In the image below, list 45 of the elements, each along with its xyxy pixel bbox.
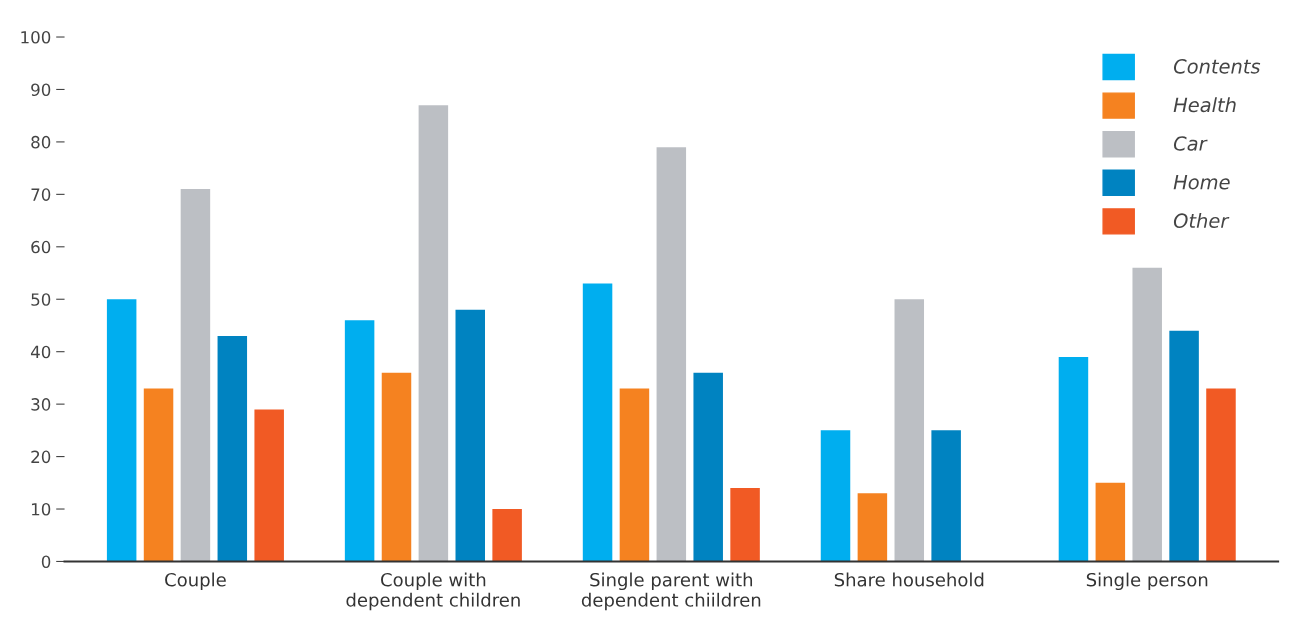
- bar: [1095, 482, 1126, 562]
- legend-label: Home: [1173, 175, 1230, 190]
- bar: [656, 147, 687, 562]
- bar: [582, 283, 613, 562]
- bar: [931, 430, 961, 562]
- bar: [1132, 267, 1162, 562]
- y-tick-label: 20: [31, 450, 51, 464]
- x-tick-label: Share household: [834, 572, 984, 587]
- y-tick-label: 40: [30, 345, 51, 359]
- y-tick-label: 100: [21, 30, 51, 44]
- bar: [1206, 388, 1236, 562]
- bar: [1058, 356, 1089, 562]
- bar: [381, 372, 412, 562]
- y-tick-label: 10: [31, 502, 51, 516]
- bar: [857, 493, 888, 562]
- bar: [1169, 330, 1199, 562]
- bar: [730, 488, 760, 562]
- legend-label: Health: [1173, 97, 1236, 113]
- legend-label: Other: [1173, 213, 1230, 229]
- x-tick-label: Single parent with dependent chiildren: [581, 572, 761, 611]
- x-tick-label: Couple: [165, 572, 226, 591]
- x-tick-label: Couple with dependent children: [346, 572, 520, 611]
- bar: [254, 409, 284, 562]
- x-tick-label: Single person: [1086, 572, 1208, 591]
- bar: [106, 299, 137, 562]
- y-tick-label: 50: [31, 293, 51, 306]
- y-tick-label: 30: [31, 398, 51, 411]
- legend-label: Car: [1173, 136, 1208, 151]
- bar: [455, 309, 486, 562]
- bar: [143, 388, 174, 562]
- bar: [820, 430, 851, 562]
- bar: [418, 105, 449, 562]
- y-tick-label: 60: [31, 240, 51, 254]
- bar: [693, 372, 723, 562]
- y-tick-label: 0: [41, 555, 51, 569]
- y-tick-label: 90: [31, 83, 51, 97]
- bar: [894, 299, 925, 562]
- bar: [619, 388, 650, 562]
- bar: [344, 320, 375, 562]
- y-tick-label: 80: [31, 135, 51, 149]
- legend-label: Contents: [1173, 58, 1261, 74]
- bar: [180, 189, 211, 562]
- bar: [217, 335, 248, 562]
- y-tick-label: 70: [31, 188, 51, 201]
- bar: [492, 509, 522, 562]
